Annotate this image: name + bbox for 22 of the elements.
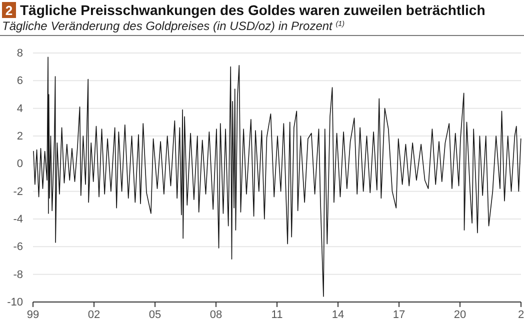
y-tick-label: 6 <box>16 75 23 88</box>
y-tick-label: -2 <box>13 186 23 198</box>
x-tick-label: 99 <box>26 308 40 321</box>
x-tick-label: 2 <box>518 308 524 321</box>
y-tick-label: 8 <box>16 48 23 60</box>
x-tick-label: 11 <box>271 308 283 321</box>
x-tick-label: 17 <box>392 308 406 321</box>
y-tick-label: 0 <box>16 158 23 170</box>
y-tick-label: -10 <box>7 296 23 309</box>
y-tick-label: -4 <box>13 214 23 226</box>
x-tick-label: 02 <box>88 308 100 321</box>
x-tick-label: 14 <box>332 308 344 321</box>
x-tick-label: 05 <box>148 308 162 321</box>
x-tick-label: 08 <box>210 308 222 321</box>
x-tick-label: 20 <box>454 308 466 321</box>
chart-subtitle: Tägliche Veränderung des Goldpreises (in USD/oz) in Prozent $^{(1)}$ <box>2 18 345 33</box>
y-tick-label: -8 <box>13 268 23 281</box>
y-tick-label: 4 <box>16 102 23 115</box>
y-tick-label: -6 <box>13 241 23 254</box>
chart-title: Tägliche Preisschwankungen des Goldes waren zuweilen beträchtlich <box>20 2 486 18</box>
y-tick-label: 2 <box>16 130 23 143</box>
line-series <box>33 56 522 297</box>
